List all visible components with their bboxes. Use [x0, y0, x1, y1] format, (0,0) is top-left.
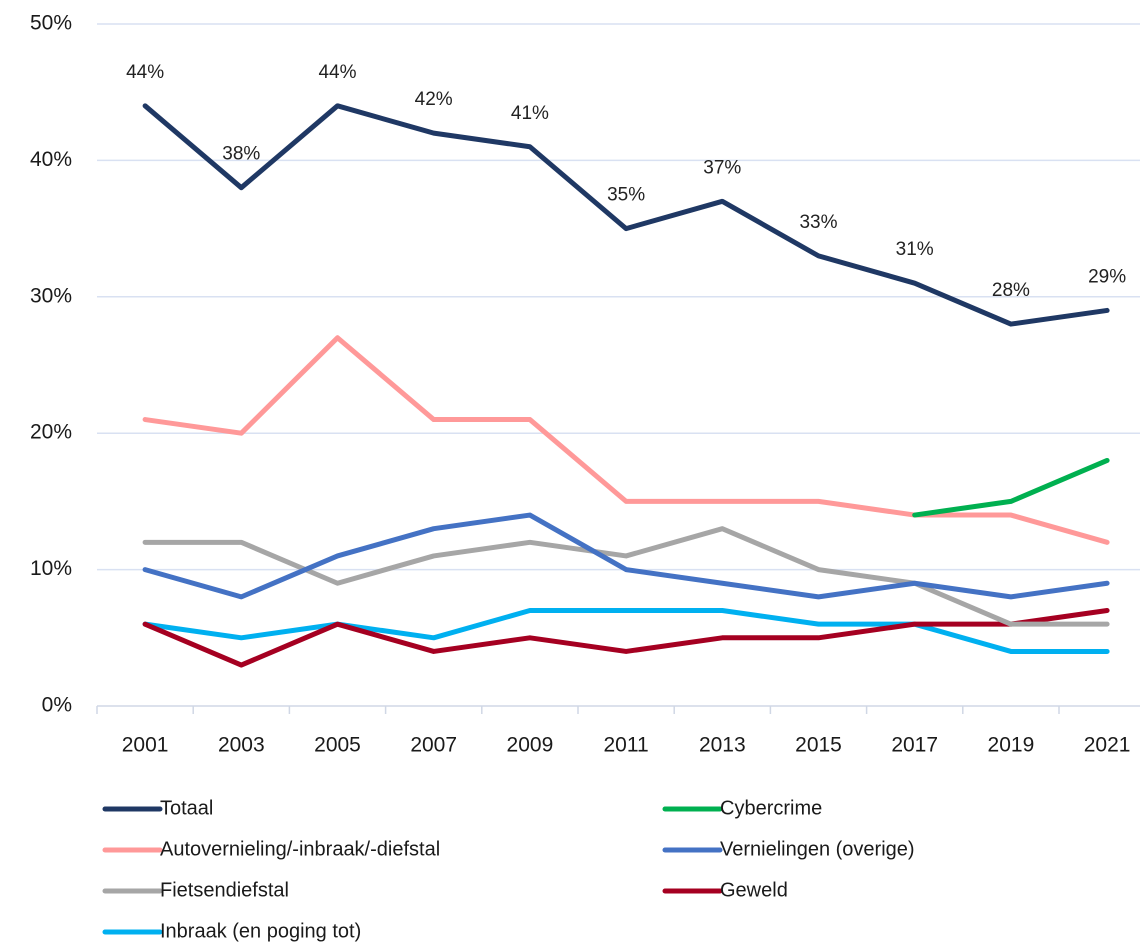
legend-label: Autovernieling/-inbraak/-diefstal	[160, 838, 440, 860]
y-tick-label: 0%	[42, 694, 72, 717]
x-tick-label: 2003	[218, 734, 265, 757]
legend-label: Geweld	[720, 879, 788, 901]
data-label: 31%	[896, 239, 934, 260]
x-tick-label: 2017	[891, 734, 938, 757]
y-tick-label: 50%	[30, 12, 72, 35]
x-tick-label: 2015	[795, 734, 842, 757]
legend-label: Fietsendiefstal	[160, 879, 289, 901]
legend-label: Cybercrime	[720, 797, 822, 819]
x-tick-label: 2013	[699, 734, 746, 757]
series-line	[142, 512, 1110, 600]
x-tick-label: 2019	[988, 734, 1035, 757]
series-line	[142, 103, 1110, 327]
data-label: 28%	[992, 280, 1030, 301]
series-line	[142, 608, 1110, 654]
y-tick-label: 10%	[30, 557, 72, 580]
x-tick-label: 2001	[122, 734, 169, 757]
data-label: 33%	[799, 212, 837, 233]
legend-label: Totaal	[160, 797, 213, 819]
series-line	[912, 457, 1110, 518]
data-label: 44%	[318, 62, 356, 83]
x-tick-label: 2021	[1084, 734, 1131, 757]
y-tick-label: 40%	[30, 148, 72, 171]
x-tick-label: 2007	[410, 734, 457, 757]
legend-label: Vernielingen (overige)	[720, 838, 915, 860]
data-label: 29%	[1088, 266, 1126, 287]
data-label: 37%	[703, 157, 741, 178]
data-label: 42%	[415, 89, 453, 110]
legend-label: Inbraak (en poging tot)	[160, 920, 361, 942]
series-line	[142, 335, 1110, 545]
x-tick-label: 2011	[604, 734, 649, 757]
data-label: 41%	[511, 103, 549, 124]
y-tick-label: 20%	[30, 421, 72, 444]
data-label: 38%	[222, 144, 260, 165]
data-label: 44%	[126, 62, 164, 83]
y-tick-label: 30%	[30, 284, 72, 307]
data-label: 35%	[607, 185, 645, 206]
x-tick-label: 2009	[507, 734, 554, 757]
x-tick-label: 2005	[314, 734, 361, 757]
series-line	[142, 608, 1110, 668]
